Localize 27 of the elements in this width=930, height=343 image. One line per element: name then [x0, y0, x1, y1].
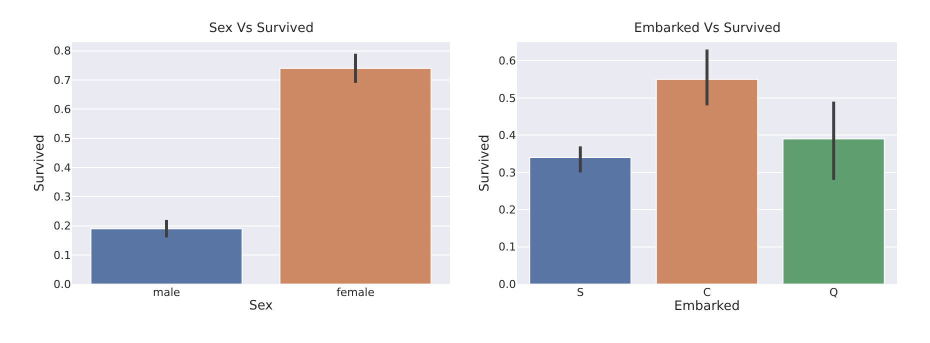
y-tick-label: 0.2 [498, 203, 516, 216]
y-tick-label: 0.2 [54, 220, 71, 233]
x-tick-label: Q [829, 286, 838, 300]
y-tick-label: 0.3 [498, 166, 516, 180]
y-tick-label: 0.6 [54, 103, 71, 116]
x-tick-label: S [576, 286, 584, 300]
y-tick-label: 0.1 [498, 240, 516, 254]
x-tick-label: female [336, 286, 375, 300]
x-tick-label: male [152, 286, 180, 300]
y-axis-title: Survived [477, 134, 492, 192]
y-tick-label: 0.3 [54, 190, 71, 204]
x-tick-label: C [703, 286, 712, 300]
y-tick-label: 0.8 [54, 44, 71, 58]
x-axis-title: Embarked [674, 299, 740, 314]
y-tick-label: 0.4 [54, 161, 71, 174]
y-tick-label: 0.5 [54, 132, 71, 146]
y-axis-title: Survived [32, 134, 48, 192]
y-tick-label: 0.6 [498, 54, 516, 68]
y-tick-label: 0.7 [54, 74, 71, 87]
y-tick-label: 0.0 [498, 278, 516, 291]
chart-title: Sex Vs Survived [209, 21, 314, 36]
y-tick-label: 0.4 [498, 129, 516, 142]
y-tick-label: 0.0 [54, 278, 71, 291]
chart-title: Embarked Vs Survived [634, 21, 781, 36]
y-tick-label: 0.1 [54, 248, 71, 262]
x-axis-title: Sex [249, 298, 274, 314]
y-tick-label: 0.5 [498, 92, 516, 105]
